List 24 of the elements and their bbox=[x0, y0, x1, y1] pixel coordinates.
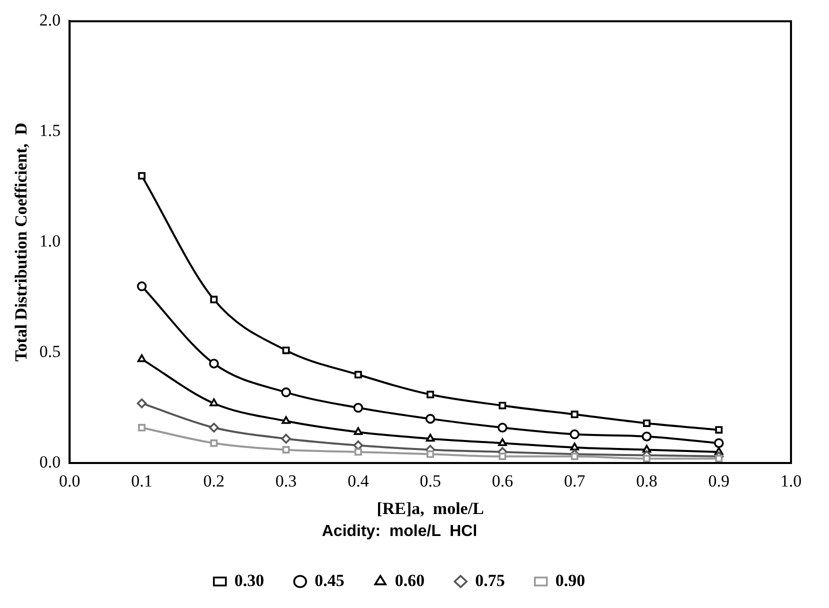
x-tick-label: 0.2 bbox=[203, 472, 225, 491]
legend-label: 0.60 bbox=[394, 570, 425, 590]
legend-label: 0.45 bbox=[314, 570, 344, 590]
legend-title: Acidity: mole/L HCl bbox=[322, 523, 478, 540]
y-tick-label: 0.5 bbox=[39, 342, 61, 362]
y-tick-label: 1.0 bbox=[39, 232, 61, 251]
x-tick-label: 0.7 bbox=[564, 472, 586, 491]
x-tick-label: 0.5 bbox=[420, 472, 441, 491]
x-tick-label: 0.3 bbox=[275, 472, 297, 491]
x-tick-label: 1.0 bbox=[780, 472, 802, 491]
x-tick-label: 0.6 bbox=[492, 472, 514, 491]
y-tick-label: 1.5 bbox=[39, 121, 61, 140]
y-tick-label: 0.0 bbox=[39, 452, 61, 472]
x-tick-label: 0.8 bbox=[636, 472, 658, 491]
x-axis-title: [RE]a, mole/L bbox=[376, 498, 484, 518]
y-axis-title: Total Distribution Coefficient, D bbox=[12, 122, 31, 362]
x-tick-label: 0.1 bbox=[131, 472, 152, 491]
x-tick-label: 0.9 bbox=[708, 472, 730, 491]
legend-label: 0.90 bbox=[555, 570, 586, 590]
x-tick-label: 0.0 bbox=[59, 472, 80, 491]
x-tick-label: 0.4 bbox=[348, 472, 370, 491]
legend-label: 0.30 bbox=[234, 570, 264, 590]
legend-label: 0.75 bbox=[475, 570, 505, 590]
y-tick-label: 2.0 bbox=[39, 10, 61, 30]
